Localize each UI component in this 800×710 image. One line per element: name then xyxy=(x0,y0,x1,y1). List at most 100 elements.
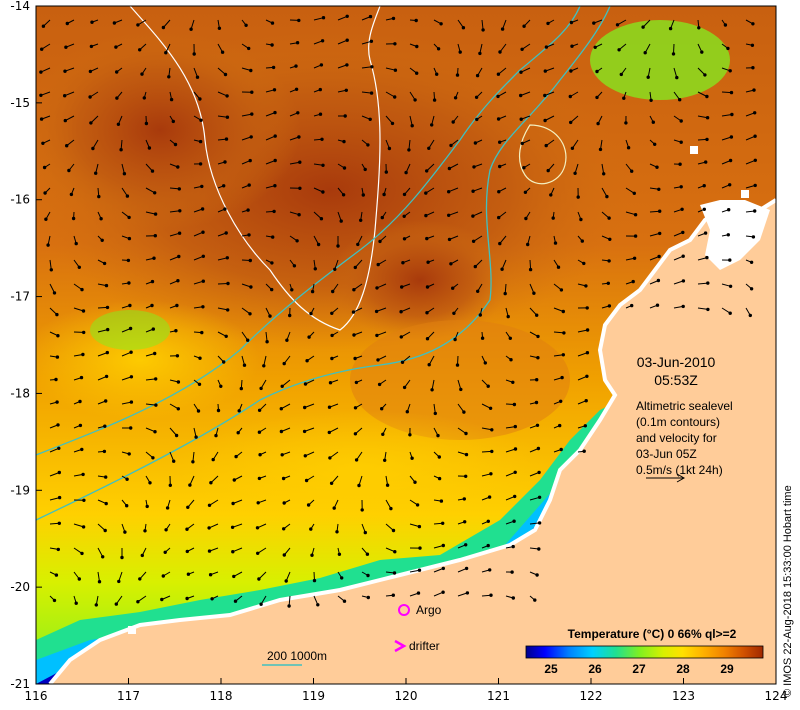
velocity-arrow-head xyxy=(488,568,492,572)
velocity-arrow-head xyxy=(279,407,283,411)
velocity-arrow-head xyxy=(280,453,284,457)
info-line-3: and velocity for xyxy=(636,431,717,445)
velocity-arrow-head xyxy=(537,547,541,551)
velocity-arrow-head xyxy=(285,338,289,342)
velocity-arrow-head xyxy=(89,121,93,125)
x-axis: 116 117 118 119 120 121 122 123 124 xyxy=(25,678,787,703)
velocity-arrow-head xyxy=(226,308,230,312)
velocity-arrow-head xyxy=(208,573,213,577)
velocity-arrow-head xyxy=(751,22,755,26)
velocity-arrow-head xyxy=(651,120,655,124)
velocity-arrow-head xyxy=(297,213,301,217)
velocity-arrow-head xyxy=(129,400,134,404)
colorbar-title: Temperature (°C) 0 66% ql>=2 xyxy=(568,627,737,641)
velocity-arrow-head xyxy=(39,70,43,74)
velocity-arrow-head xyxy=(207,526,211,530)
velocity-arrow-head xyxy=(498,164,502,169)
velocity-arrow-head xyxy=(415,44,419,49)
velocity-arrow-head xyxy=(282,501,286,505)
velocity-arrow-head xyxy=(380,215,384,220)
velocity-arrow-head xyxy=(270,21,275,25)
velocity-arrow-head xyxy=(318,112,323,116)
velocity-arrow-head xyxy=(247,233,251,237)
velocity-arrow-head xyxy=(512,402,517,407)
velocity-arrow-head xyxy=(194,435,198,439)
velocity-arrow-head xyxy=(150,169,155,173)
velocity-arrow-head xyxy=(247,183,251,187)
velocity-arrow-head xyxy=(82,330,86,335)
velocity-arrow-head xyxy=(643,51,647,55)
velocity-arrow-head xyxy=(464,431,468,436)
velocity-arrow-head xyxy=(424,191,428,195)
velocity-arrow-head xyxy=(560,375,564,380)
velocity-arrow-head xyxy=(151,327,156,331)
velocity-arrow-head xyxy=(154,403,158,407)
velocity-arrow-head xyxy=(101,555,105,559)
velocity-arrow-head xyxy=(125,194,130,198)
velocity-arrow-head xyxy=(447,190,451,194)
velocity-arrow-head xyxy=(363,167,367,172)
velocity-arrow-head xyxy=(675,75,679,80)
velocity-arrow-head xyxy=(551,216,555,220)
argo-label: Argo xyxy=(416,603,442,617)
velocity-arrow-head xyxy=(433,411,437,416)
velocity-arrow-head xyxy=(536,446,541,451)
velocity-arrow-head xyxy=(359,218,363,223)
velocity-arrow-head xyxy=(195,75,200,79)
credit-text: © IMOS 22-Aug-2018 15:33:00 Hobart time xyxy=(782,485,794,697)
y-tick-label: -17 xyxy=(10,290,30,304)
velocity-arrow-head xyxy=(97,194,101,199)
velocity-arrow-head xyxy=(189,27,193,31)
velocity-arrow-head xyxy=(316,242,321,247)
velocity-arrow-head xyxy=(352,333,356,337)
velocity-arrow-head xyxy=(81,525,86,529)
velocity-arrow-head xyxy=(104,501,108,506)
velocity-arrow-head xyxy=(537,495,542,499)
velocity-arrow-head xyxy=(436,433,440,438)
x-tick-label: 123 xyxy=(672,689,695,703)
velocity-arrow-head xyxy=(77,577,82,581)
velocity-arrow-head xyxy=(353,432,358,436)
velocity-arrow-head xyxy=(480,336,485,340)
velocity-arrow-head xyxy=(200,207,205,211)
velocity-arrow-head xyxy=(668,26,673,31)
velocity-arrow-head xyxy=(310,553,314,557)
velocity-arrow-head xyxy=(320,39,325,43)
velocity-arrow-head xyxy=(188,483,192,487)
velocity-arrow-head xyxy=(281,476,286,481)
velocity-arrow-head xyxy=(174,329,178,333)
velocity-arrow-head xyxy=(562,331,566,335)
velocity-arrow-head xyxy=(290,288,294,292)
velocity-arrow-head xyxy=(262,364,266,368)
velocity-arrow-head xyxy=(117,579,121,584)
velocity-arrow-head xyxy=(176,279,180,283)
velocity-arrow-head xyxy=(354,380,359,385)
velocity-arrow-head xyxy=(464,474,468,478)
velocity-arrow-head xyxy=(176,407,181,411)
velocity-arrow-head xyxy=(471,214,475,218)
velocity-arrow-head xyxy=(385,483,390,487)
colorbar-ticks: 25 26 27 28 29 xyxy=(544,662,734,676)
velocity-arrow-head xyxy=(102,449,107,454)
velocity-arrow-head xyxy=(751,66,755,70)
velocity-arrow-head xyxy=(234,454,238,459)
velocity-arrow-head xyxy=(455,363,460,367)
velocity-arrow-head xyxy=(77,265,82,269)
velocity-arrow-head xyxy=(217,26,222,30)
velocity-arrow-head xyxy=(425,285,430,289)
velocity-arrow-head xyxy=(81,352,85,357)
velocity-arrow-head xyxy=(310,289,315,294)
velocity-arrow-head xyxy=(63,118,68,123)
velocity-arrow-head xyxy=(593,45,597,49)
velocity-arrow-head xyxy=(165,506,170,510)
bathy-label: 200 1000m xyxy=(267,649,327,663)
velocity-arrow-head xyxy=(357,483,361,488)
velocity-arrow-head xyxy=(524,216,528,221)
velocity-arrow-head xyxy=(302,429,307,434)
velocity-arrow-head xyxy=(296,111,300,115)
colorbar-tick-label: 27 xyxy=(632,662,646,676)
velocity-arrow-head xyxy=(342,139,346,144)
velocity-arrow-head xyxy=(185,596,189,601)
velocity-arrow-head xyxy=(64,45,68,49)
velocity-arrow-head xyxy=(520,141,524,146)
